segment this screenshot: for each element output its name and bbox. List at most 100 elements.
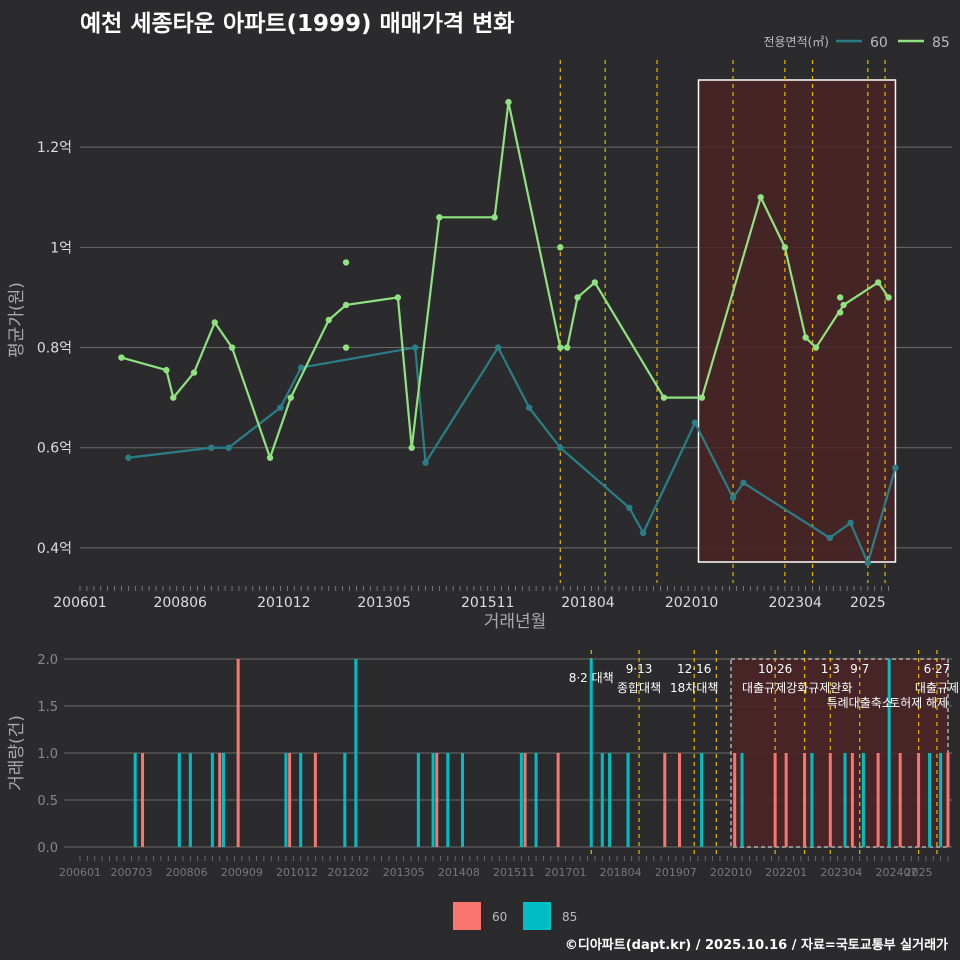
volume-x-tick-label-8: 201511 [493,866,535,879]
page-title: 예천 세종타운 아파트(1999) 매매가격 변화 [80,11,515,37]
price-x-tick-label-0: 200601 [53,595,106,611]
price-legend-label-60: 60 [870,35,888,51]
volume-x-tick-label-12: 202010 [710,866,752,879]
series-60-point-11 [640,529,647,537]
price-line-chart: 0.4억 0.6억 0.8억 1억 1.2억 200601 200806 201012 2013… [7,35,952,632]
policy-label-2: 12·16 [677,662,711,676]
series-60-point-2 [225,444,232,451]
series-60-point-8 [525,404,533,411]
series-60-point-14 [740,479,747,487]
series-85-point-23 [802,334,809,341]
volume-x-tick-label-1: 200703 [110,866,152,879]
volume-bar-60-18 [917,753,921,847]
series-60-point-18 [892,464,899,471]
series-60-point-6 [422,459,429,466]
volume-bar-85-26 [939,753,943,847]
series-85-line [121,100,890,459]
price-x-tick-label-5: 201804 [561,595,615,611]
volume-bar-85-2 [188,753,192,847]
policy-sublabel-8: 토허제 해제 [889,696,948,710]
price-y-tick-label-0: 0.4억 [37,541,72,557]
volume-bar-60-16 [876,753,880,847]
series-85-point-12 [436,214,443,221]
price-x-tick-label-6: 202010 [665,595,718,611]
series-85-point-13 [491,214,498,221]
series-60-point-17 [864,559,872,567]
volume-bar-60-7 [556,753,560,847]
series-85-point-0 [118,354,125,361]
series-85-point-7 [287,394,294,401]
series-85-point-2 [170,394,177,401]
policy-sublabel-2: 18차대책 [670,680,718,695]
volume-bar-85-7 [343,753,347,847]
volume-bar-60-11 [773,753,777,847]
price-y-tick-label-3: 1억 [50,240,72,256]
series-85-extra-point-4 [836,309,844,316]
volume-bar-85-9 [416,753,420,847]
series-85-extra-point-2 [557,244,564,251]
volume-y-tick-label-0: 0.0 [37,841,58,856]
policy-label-1: 9·13 [626,662,653,676]
series-60-point-1 [208,444,215,451]
policy-sublabel-1: 종합대책 [617,680,661,695]
series-85-point-27 [885,294,892,301]
volume-bar-60-1 [218,753,222,847]
price-highlight-box [697,79,897,563]
series-60-point-3 [277,404,284,411]
policy-label-4: 10·26 [758,662,792,676]
series-85-point-4 [211,319,218,326]
volume-bar-60-15 [850,753,854,847]
legend-swatch-60 [453,902,481,930]
series-85-point-25 [840,301,847,309]
volume-bar-60-6 [523,753,527,847]
volume-bar-85-17 [608,753,612,847]
series-85-point-24 [812,344,820,351]
series-85-point-8 [325,316,332,324]
legend-swatch-85 [523,902,551,930]
volume-x-tick-label-14: 202304 [820,866,862,879]
volume-bar-60-0 [141,753,145,847]
volume-bar-85-16 [600,753,604,847]
series-85-point-15 [557,344,564,351]
volume-x-tick-label-11: 201907 [655,866,697,879]
volume-y-axis-title: 거래량(건) [7,715,27,791]
policy-label-6: 1·3 [821,662,840,676]
volume-bar-85-5 [284,753,288,847]
series-60-point-15 [826,534,834,542]
price-x-tick-label-1: 200806 [153,595,207,611]
price-x-tick-label-4: 201511 [461,595,514,611]
volume-bar-60-2 [236,659,240,847]
series-60-point-4 [297,364,305,371]
volume-bar-85-20 [740,753,744,847]
policy-sublabel-7: 특례대출축소 [827,696,893,710]
policy-sublabel-9: 대출규제 [915,681,959,695]
legend-label-85: 85 [562,910,577,924]
price-y-tick-label-1: 0.6억 [37,441,72,457]
series-85-point-1 [163,366,170,374]
volume-x-tick-label-13: 202201 [765,866,807,879]
volume-bar-85-15 [589,659,593,847]
series-85-point-14 [505,98,512,106]
price-y-tick-label-4: 1.2억 [37,140,72,156]
series-85-extra-point-0 [342,259,350,266]
series-85-point-9 [342,301,350,309]
volume-bar-85-25 [928,753,932,847]
volume-highlight-box [730,658,949,848]
policy-label-9: 6·27 [924,662,951,676]
volume-y-tick-label-1: 0.5 [37,794,58,809]
series-85-point-22 [781,244,789,251]
volume-x-tick-label-0: 200601 [59,866,101,879]
volume-bar-60-12 [784,753,788,847]
series-85-point-26 [874,279,882,286]
volume-bar-85-21 [810,753,814,847]
volume-bar-85-14 [534,753,538,847]
volume-bar-85-11 [446,753,450,847]
volume-bar-60-19 [946,753,950,847]
price-x-tick-label-2: 201012 [257,595,310,611]
series-85-extra-point-1 [342,344,350,351]
volume-bar-60-9 [678,753,682,847]
series-60-point-13 [729,494,737,502]
volume-x-tick-label-10: 201804 [600,866,642,879]
price-legend-label-85: 85 [932,35,950,51]
